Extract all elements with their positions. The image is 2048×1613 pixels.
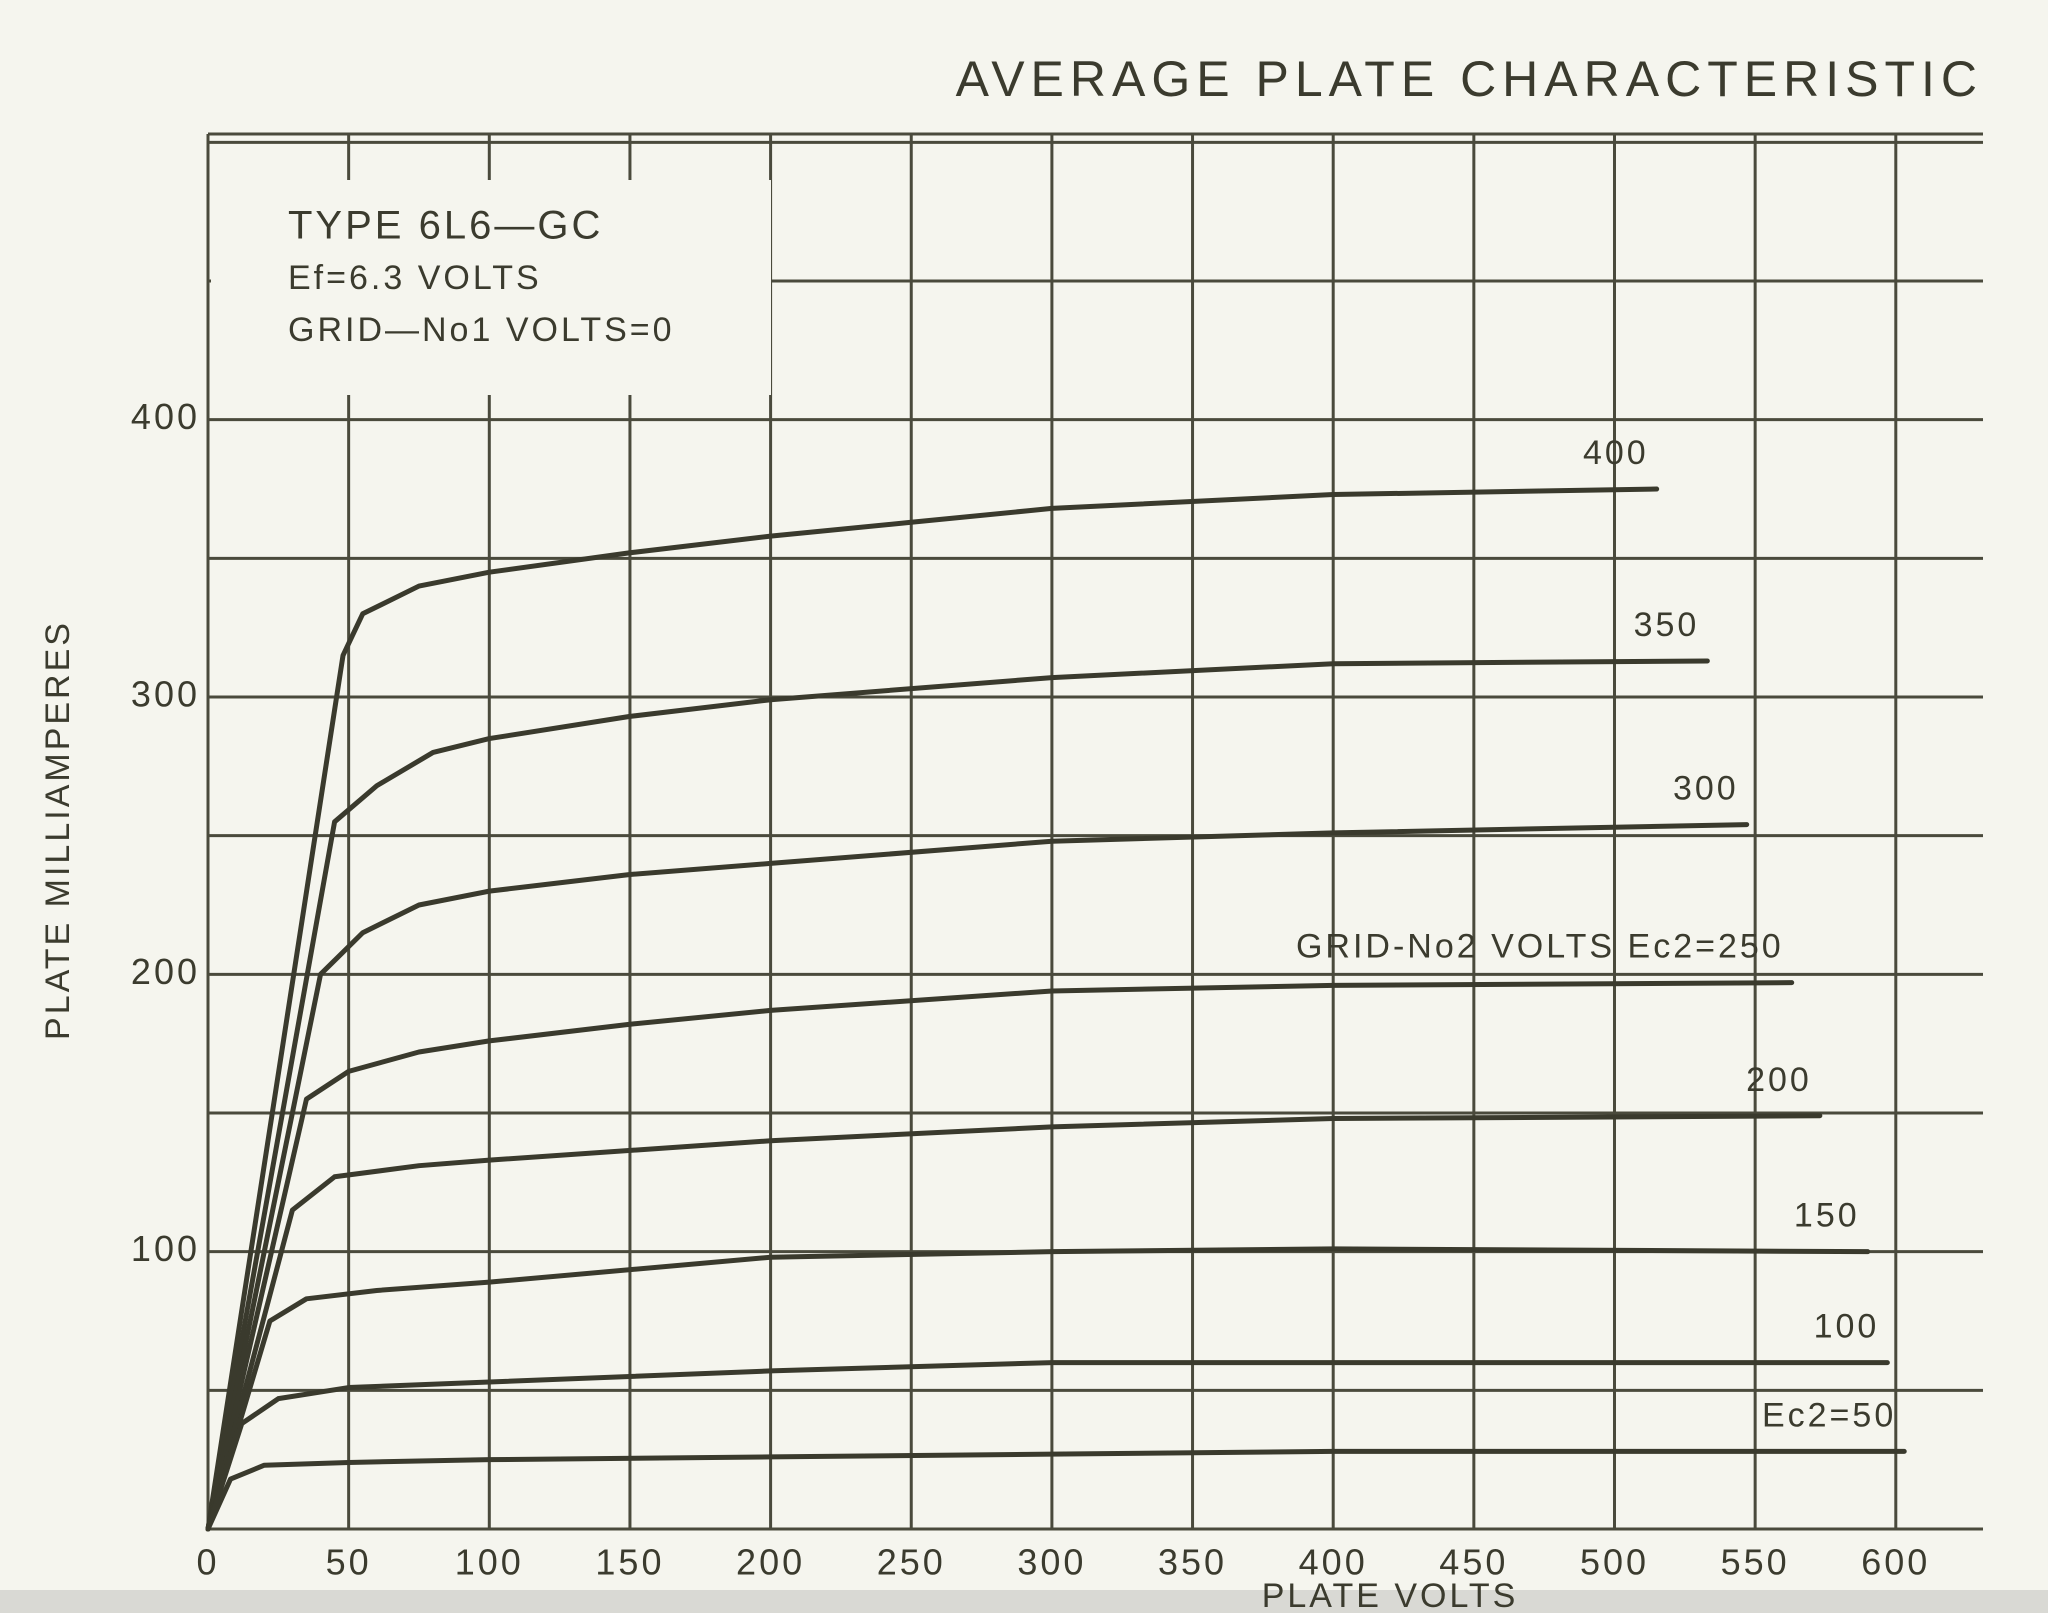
annotation-box	[211, 180, 771, 395]
curve	[205, 1246, 1871, 1532]
x-tick-label: 150	[595, 1542, 664, 1583]
chart-title: AVERAGE PLATE CHARACTERISTIC	[956, 51, 1983, 107]
series-label: 400	[1583, 434, 1649, 472]
x-tick-label: 200	[736, 1542, 805, 1583]
curve	[205, 486, 1660, 1532]
series-label: 100	[1814, 1308, 1880, 1346]
x-tick-label: 600	[1861, 1542, 1930, 1583]
x-tick-label: 50	[326, 1542, 372, 1583]
x-axis-label: PLATE VOLTS	[1262, 1577, 1519, 1613]
x-tick-label: 450	[1439, 1542, 1508, 1583]
x-tick-label: 250	[877, 1542, 946, 1583]
scan-edge	[0, 1590, 2048, 1613]
curve	[205, 822, 1750, 1532]
series-label: 300	[1673, 770, 1739, 808]
y-tick-label: 200	[131, 951, 200, 992]
y-tick-label: 400	[131, 396, 200, 437]
x-tick-label: 550	[1721, 1542, 1790, 1583]
x-tick-label: 350	[1158, 1542, 1227, 1583]
y-axis-label: PLATE MILLIAMPERES	[39, 620, 77, 1040]
curve	[205, 658, 1710, 1532]
x-tick-label: 0	[196, 1542, 219, 1583]
series-label: GRID-No2 VOLTS Ec2=250	[1296, 928, 1784, 966]
curve	[205, 1360, 1890, 1532]
x-tick-label: 100	[455, 1542, 524, 1583]
series-label: 350	[1634, 606, 1700, 644]
y-tick-label: 300	[131, 674, 200, 715]
series-label: 150	[1794, 1197, 1860, 1235]
annotation: GRID—No1 VOLTS=0	[288, 311, 675, 349]
series-label: Ec2=50	[1762, 1396, 1896, 1434]
x-tick-label: 500	[1580, 1542, 1649, 1583]
annotation: Ef=6.3 VOLTS	[288, 259, 542, 297]
curve	[205, 980, 1795, 1532]
x-tick-label: 300	[1017, 1542, 1086, 1583]
y-tick-label: 100	[131, 1228, 200, 1269]
curve	[205, 1113, 1823, 1532]
x-tick-label: 400	[1299, 1542, 1368, 1583]
curve	[205, 1448, 1907, 1532]
annotation: TYPE 6L6—GC	[288, 204, 603, 248]
series-label: 200	[1746, 1061, 1812, 1099]
